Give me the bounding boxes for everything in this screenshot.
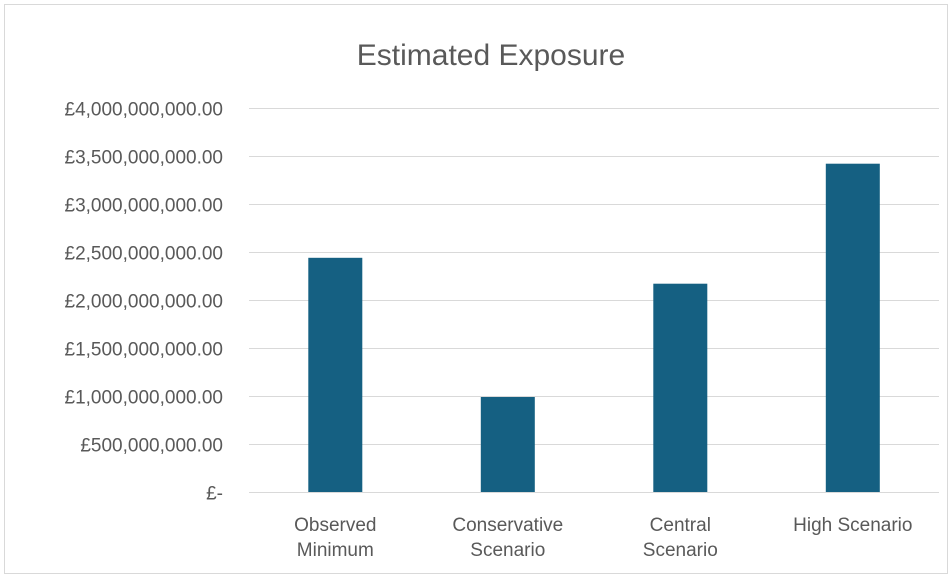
- y-tick-label: £3,500,000,000.00: [65, 148, 224, 169]
- gridlines: [249, 108, 939, 493]
- chart-title: Estimated Exposure: [357, 39, 625, 72]
- bar-chart: Estimated Exposure £- £500,000,000.00 £1,0…: [65, 39, 939, 561]
- x-category-label: High Scenario: [793, 515, 912, 536]
- y-tick-label: £-: [206, 484, 223, 505]
- chart-area: Estimated Exposure £- £500,000,000.00 £1,0…: [4, 4, 948, 574]
- bar: [480, 397, 535, 492]
- y-tick-label: £3,000,000,000.00: [65, 196, 224, 217]
- y-axis-tick-labels: £- £500,000,000.00 £1,000,000,000.00 £1,500…: [65, 100, 224, 505]
- x-category-label: Central Scenario: [643, 515, 718, 561]
- y-tick-label: £1,500,000,000.00: [65, 340, 224, 361]
- x-category-label: Conservative Scenario: [452, 515, 563, 561]
- bar: [653, 283, 708, 492]
- y-tick-label: £1,000,000,000.00: [65, 388, 224, 409]
- x-category-label: Observed Minimum: [294, 515, 376, 561]
- bar: [308, 257, 363, 492]
- x-axis-category-labels: Observed Minimum Conservative Scenario Centr…: [294, 515, 912, 561]
- y-tick-label: £2,000,000,000.00: [65, 292, 224, 313]
- bars: [308, 163, 880, 492]
- y-tick-label: £4,000,000,000.00: [65, 100, 224, 121]
- y-tick-label: £2,500,000,000.00: [65, 244, 224, 265]
- y-tick-label: £500,000,000.00: [80, 436, 223, 457]
- bar: [825, 163, 880, 492]
